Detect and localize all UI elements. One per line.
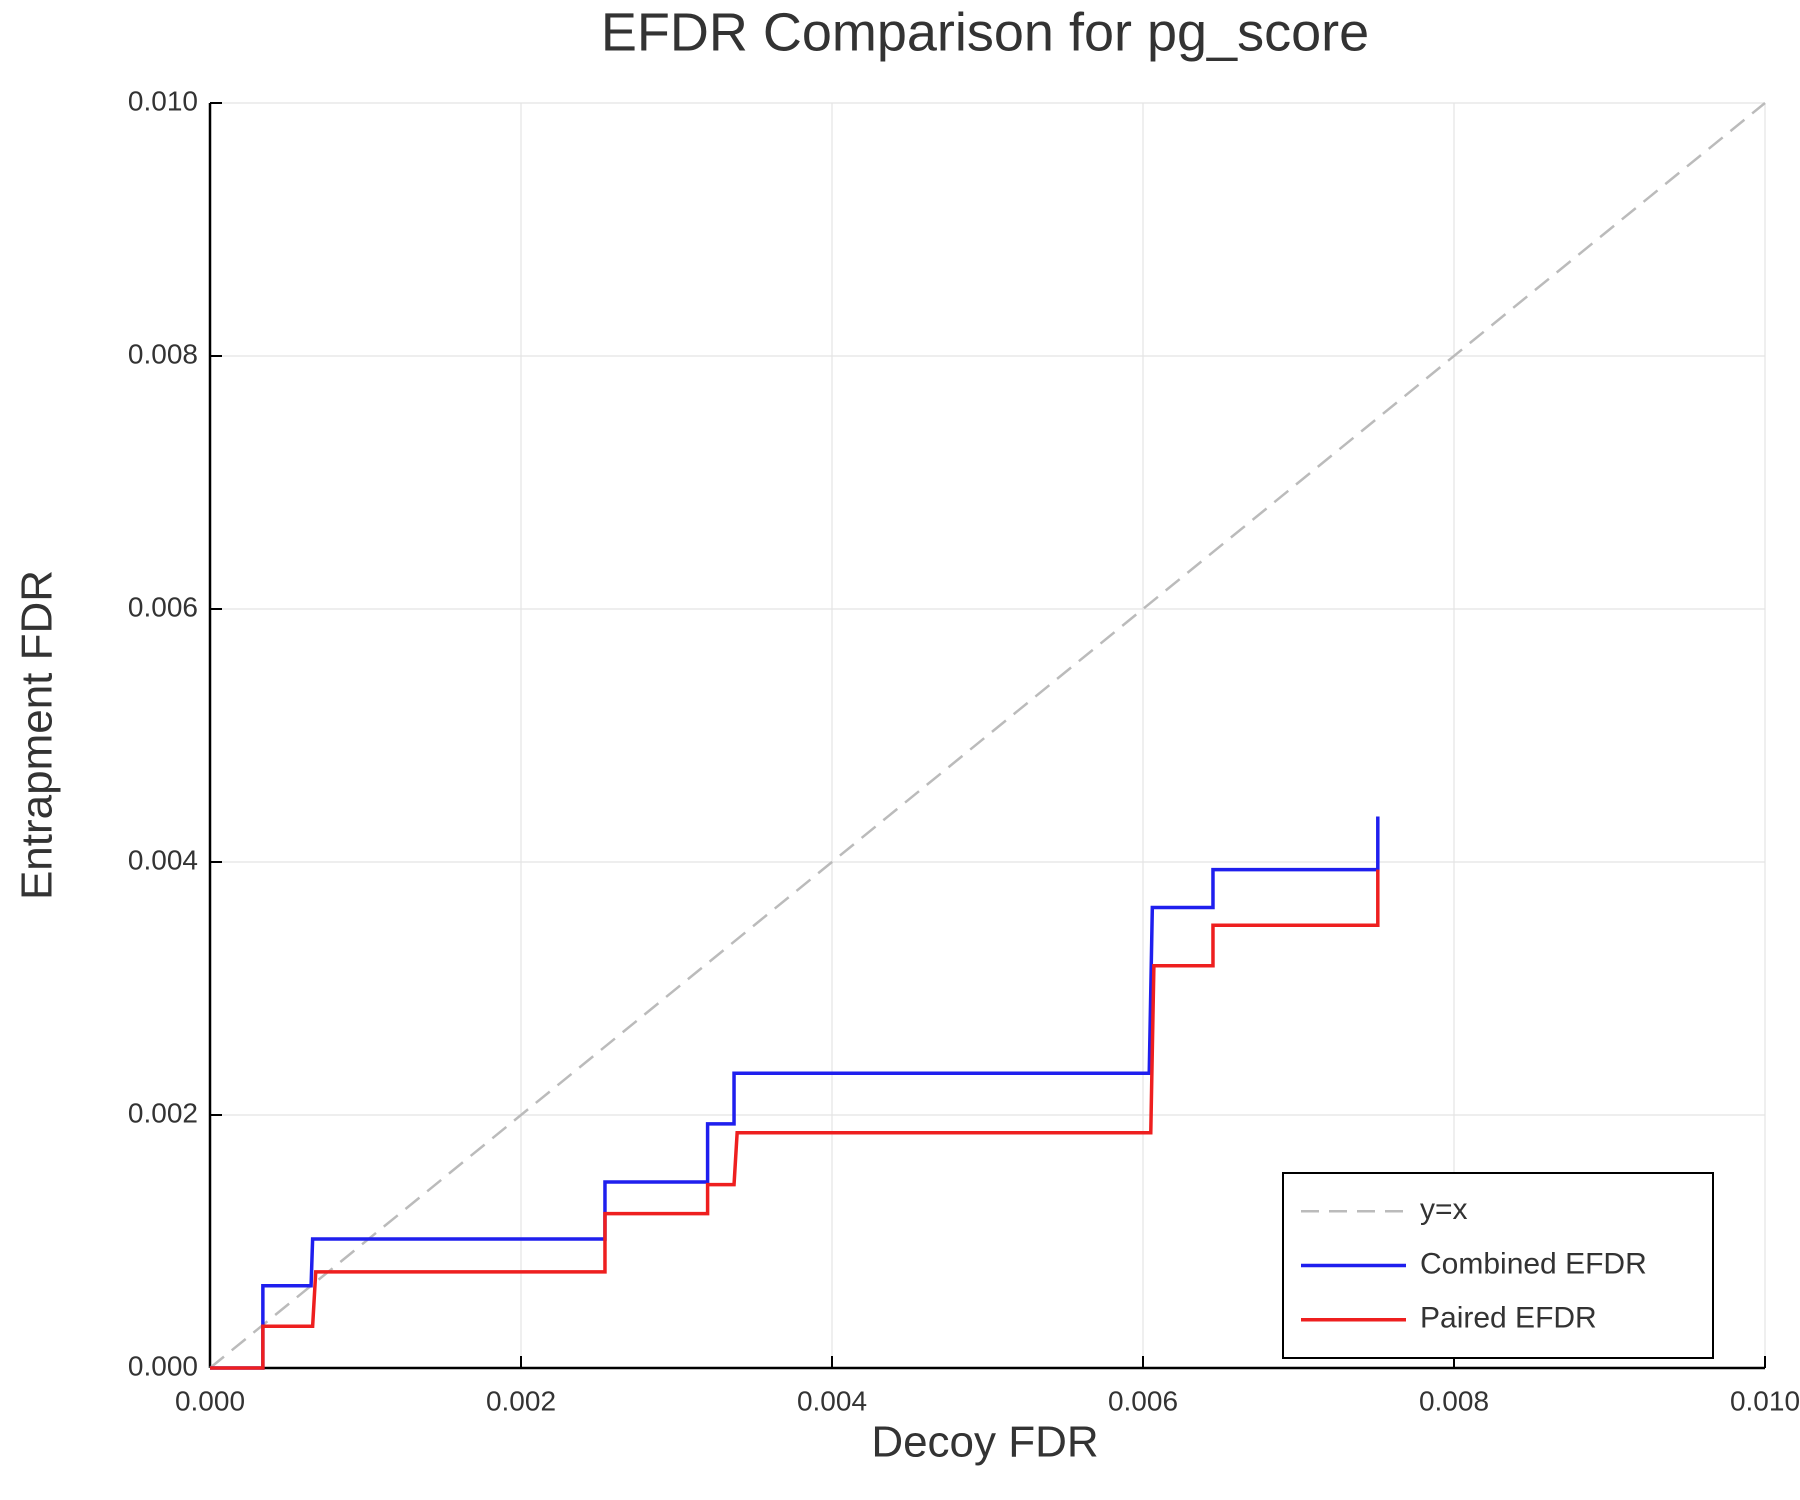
legend-label: y=x	[1420, 1193, 1468, 1226]
legend-label: Combined EFDR	[1420, 1247, 1647, 1280]
x-tick-label: 0.002	[486, 1385, 556, 1416]
x-axis-label: Decoy FDR	[871, 1418, 1098, 1467]
y-axis-label: Entrapment FDR	[13, 570, 62, 900]
x-tick-label: 0.010	[1730, 1385, 1800, 1416]
legend-label: Paired EFDR	[1420, 1302, 1597, 1335]
x-tick-label: 0.000	[175, 1385, 245, 1416]
line-series	[210, 816, 1380, 1370]
y-tick-label: 0.010	[128, 85, 198, 116]
chart-title: EFDR Comparison for pg_score	[601, 2, 1369, 62]
y-tick-label: 0.002	[128, 1097, 198, 1128]
x-tick-label: 0.008	[1419, 1385, 1489, 1416]
y-tick-label: 0.008	[128, 338, 198, 369]
y-tick-label: 0.000	[128, 1350, 198, 1381]
y-tick-label: 0.004	[128, 844, 198, 875]
x-tick-label: 0.004	[797, 1385, 867, 1416]
line-series	[210, 869, 1380, 1370]
y-tick-label: 0.006	[128, 591, 198, 622]
x-tick-label: 0.006	[1108, 1385, 1178, 1416]
